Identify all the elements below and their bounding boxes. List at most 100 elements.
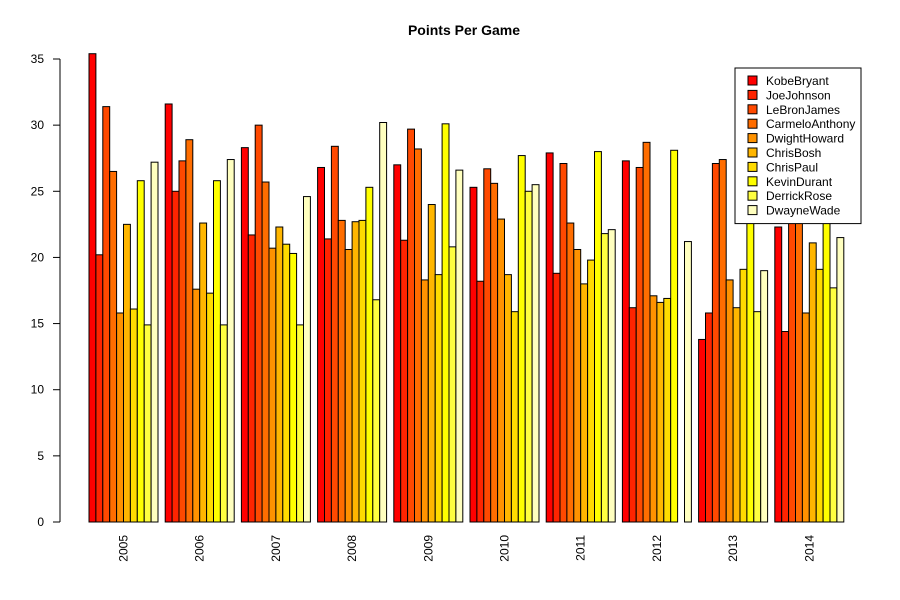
legend-label: DwightHoward [766, 132, 844, 146]
bar-DwayneWade-2010 [531, 184, 540, 523]
bar-KevinDurant-2014 [822, 185, 831, 523]
bar-DwightHoward-2010 [497, 218, 506, 523]
bar-DerrickRose-2009 [448, 246, 457, 523]
bar-ChrisBosh-2006 [199, 222, 208, 523]
bar-KobeBryant-2009 [393, 164, 402, 523]
bar-DwightHoward-2011 [573, 248, 582, 523]
bar-KobeBryant-2012 [621, 160, 630, 523]
chart-title: Points Per Game [408, 22, 520, 38]
bar-DwayneWade-2005 [150, 161, 159, 523]
x-tick-label: 2011 [574, 535, 588, 561]
legend-item-ChrisBosh: ChrisBosh [747, 146, 821, 160]
x-tick-label: 2014 [802, 535, 816, 562]
bar-KevinDurant-2008 [365, 186, 374, 523]
bar-group-2012 [621, 141, 692, 523]
bar-CarmeloAnthony-2008 [337, 219, 346, 523]
bar-ChrisBosh-2010 [504, 274, 512, 523]
bar-KevinDurant-2012 [670, 149, 679, 523]
bar-group-2008 [317, 121, 388, 523]
bar-JoeJohnson-2009 [400, 239, 409, 523]
bar-DwayneWade-2009 [455, 169, 464, 523]
legend-label: CarmeloAnthony [766, 117, 855, 131]
bar-CarmeloAnthony-2011 [566, 222, 575, 523]
bar-ChrisBosh-2007 [275, 226, 284, 523]
y-tick-label: 20 [31, 250, 45, 264]
bar-KobeBryant-2006 [164, 103, 173, 523]
bar-LeBronJames-2012 [635, 166, 644, 523]
bar-group-2009 [393, 123, 464, 523]
legend-item-KevinDurant: KevinDurant [747, 175, 833, 189]
bar-CarmeloAnthony-2005 [109, 170, 118, 523]
legend-swatch [747, 104, 758, 115]
y-axis: 0 5 10 15 20 25 30 35 [31, 52, 61, 529]
x-tick-label: 2006 [193, 535, 207, 562]
bar-LeBronJames-2011 [559, 163, 568, 523]
bar-ChrisPaul-2010 [510, 311, 519, 523]
bar-DwayneWade-2012 [684, 241, 692, 523]
bar-group-2010 [469, 155, 540, 523]
y-tick-label: 10 [31, 383, 45, 397]
bar-JoeJohnson-2013 [705, 312, 713, 523]
bar-DwightHoward-2005 [116, 312, 124, 523]
bar-CarmeloAnthony-2014 [795, 201, 803, 523]
bar-DerrickRose-2010 [524, 190, 533, 523]
bar-DerrickRose-2013 [753, 311, 762, 523]
bar-JoeJohnson-2010 [476, 280, 485, 523]
bar-group-2005 [88, 53, 159, 523]
bar-DerrickRose-2007 [296, 324, 305, 523]
bar-CarmeloAnthony-2007 [261, 181, 270, 523]
bar-group-2014 [774, 163, 845, 523]
bar-DerrickRose-2005 [143, 324, 152, 523]
bar-KevinDurant-2007 [289, 252, 298, 523]
bar-DerrickRose-2014 [829, 287, 838, 523]
bar-CarmeloAnthony-2010 [490, 182, 499, 523]
legend-swatch [747, 147, 758, 158]
y-tick-label: 30 [31, 118, 45, 132]
legend-swatch [747, 75, 758, 86]
legend-label: JoeJohnson [766, 88, 831, 102]
bar-ChrisPaul-2011 [587, 259, 595, 523]
bar-KobeBryant-2013 [698, 338, 706, 523]
bar-DwayneWade-2008 [379, 121, 388, 523]
bar-ChrisBosh-2012 [656, 301, 665, 523]
bar-ChrisPaul-2014 [815, 268, 824, 523]
bar-DwightHoward-2012 [649, 295, 658, 523]
legend-item-LeBronJames: LeBronJames [747, 103, 840, 117]
bar-DwightHoward-2009 [420, 279, 429, 523]
bar-DwightHoward-2008 [344, 248, 353, 523]
bar-DwayneWade-2011 [607, 229, 616, 523]
legend-item-KobeBryant: KobeBryant [747, 74, 829, 88]
bar-LeBronJames-2006 [178, 160, 187, 523]
y-tick-label: 25 [31, 184, 45, 198]
bar-CarmeloAnthony-2009 [414, 148, 422, 523]
bar-DwightHoward-2013 [725, 279, 734, 523]
bar-DwayneWade-2014 [836, 237, 845, 523]
bar-CarmeloAnthony-2006 [185, 139, 194, 523]
bar-KobeBryant-2010 [469, 186, 478, 523]
bar-CarmeloAnthony-2012 [642, 141, 651, 523]
legend: KobeBryantJoeJohnsonLeBronJamesCarmeloAn… [734, 67, 862, 225]
bar-JoeJohnson-2012 [628, 307, 637, 523]
bar-DwayneWade-2007 [303, 196, 311, 523]
legend-item-CarmeloAnthony: CarmeloAnthony [747, 117, 855, 131]
bar-DwayneWade-2006 [226, 159, 235, 523]
legend-swatch [747, 190, 758, 201]
bar-JoeJohnson-2014 [781, 331, 790, 523]
legend-label: KevinDurant [766, 175, 833, 189]
bar-LeBronJames-2008 [330, 145, 339, 523]
bar-CarmeloAnthony-2013 [718, 159, 727, 523]
y-tick-label: 5 [37, 449, 44, 463]
x-axis: 2005 2006 2007 2008 2009 2010 2011 2012 2013 2014 [117, 535, 817, 562]
bar-JoeJohnson-2011 [552, 272, 561, 523]
bar-ChrisBosh-2014 [808, 242, 817, 523]
legend-swatch [747, 161, 758, 172]
x-tick-label: 2013 [726, 535, 740, 562]
bar-ChrisPaul-2013 [739, 268, 748, 523]
bar-group-2011 [545, 151, 616, 523]
bar-JoeJohnson-2007 [247, 234, 256, 523]
bar-group-2007 [240, 124, 311, 523]
x-tick-label: 2008 [345, 535, 359, 562]
bar-KevinDurant-2005 [136, 180, 145, 523]
legend-item-DwayneWade: DwayneWade [747, 204, 841, 218]
legend-label: LeBronJames [766, 103, 840, 117]
